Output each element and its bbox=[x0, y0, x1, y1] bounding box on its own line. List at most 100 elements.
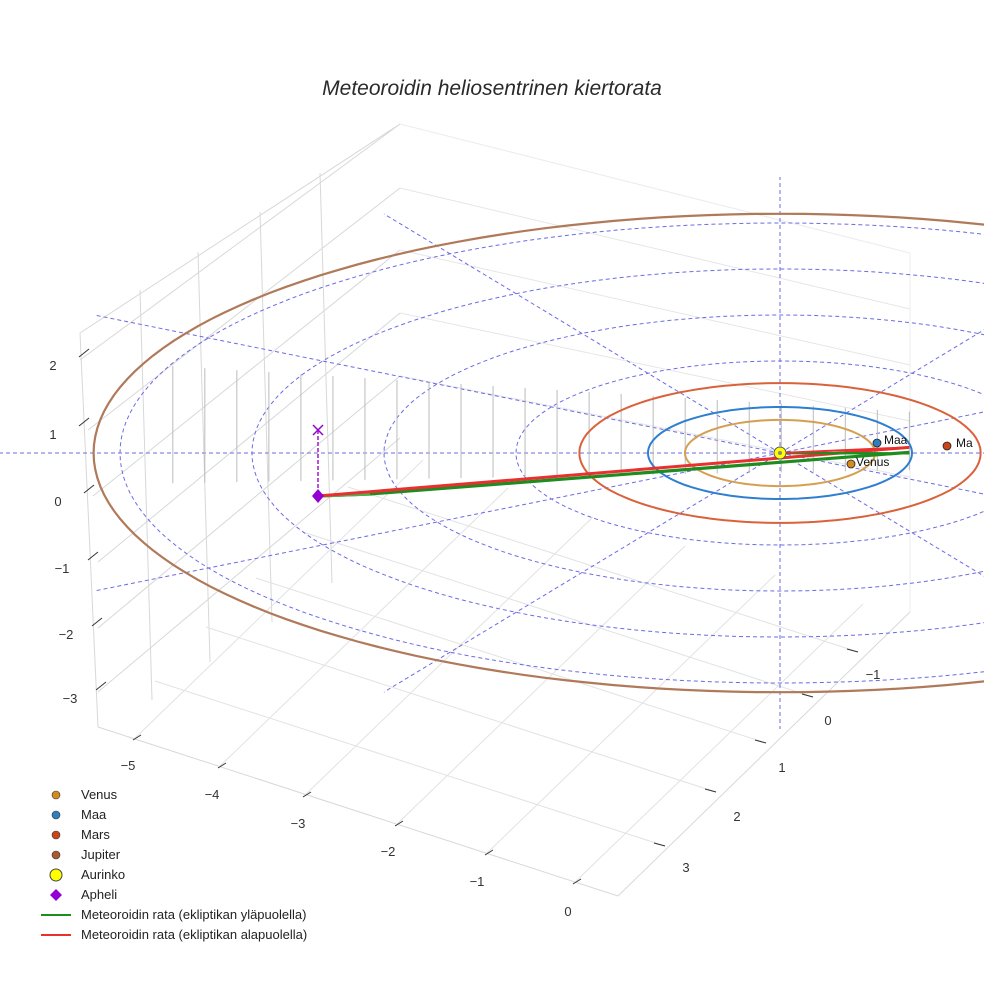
floor-gridline bbox=[217, 487, 509, 769]
x-tick-mark bbox=[132, 734, 142, 741]
wall-gridline bbox=[139, 289, 153, 701]
x-tick-mark bbox=[484, 849, 494, 856]
earth-label: Maa bbox=[884, 433, 908, 447]
x-tick-mark bbox=[217, 762, 227, 769]
projection-lines bbox=[172, 366, 910, 484]
legend-swatch-maa bbox=[51, 810, 61, 820]
wall-gridline bbox=[79, 123, 401, 361]
legend-label-above: Meteoroidin rata (ekliptikan yläpuolella… bbox=[81, 907, 306, 922]
planet-orbits bbox=[92, 212, 984, 694]
x-tick-label: −3 bbox=[291, 816, 306, 831]
legend-swatch-aurinko bbox=[49, 868, 63, 882]
legend-label-mars: Mars bbox=[81, 827, 110, 842]
ecliptic-spoke bbox=[94, 314, 781, 454]
z-tick-mark bbox=[91, 617, 103, 627]
y-tick-label: 1 bbox=[778, 760, 785, 775]
legend-label-below: Meteoroidin rata (ekliptikan alapuolella… bbox=[81, 927, 307, 942]
x-tick-label: −5 bbox=[121, 758, 136, 773]
wall-gridline bbox=[399, 249, 911, 366]
wall-gridline bbox=[399, 187, 911, 310]
y-tick-mark bbox=[801, 693, 814, 698]
floor-gridline bbox=[205, 626, 717, 793]
z-axis-ticks: 2 1 0 −1 −2 −3 bbox=[49, 348, 107, 706]
z-tick-mark bbox=[78, 417, 90, 427]
y-tick-label: −1 bbox=[866, 667, 881, 682]
y-tick-label: 0 bbox=[824, 713, 831, 728]
meteoroid-path-below bbox=[317, 445, 910, 498]
x-tick-label: −2 bbox=[381, 844, 396, 859]
legend-label-apheli: Apheli bbox=[81, 887, 117, 902]
legend-swatch-jupiter bbox=[51, 850, 61, 860]
orbit-venus bbox=[684, 418, 876, 488]
z-tick-label: −3 bbox=[63, 691, 78, 706]
z-tick-label: 2 bbox=[49, 358, 56, 373]
mars-marker bbox=[942, 441, 952, 451]
x-tick-label: −1 bbox=[470, 874, 485, 889]
y-tick-label: 2 bbox=[733, 809, 740, 824]
z-tick-mark bbox=[95, 681, 107, 691]
legend-label-aurinko: Aurinko bbox=[81, 867, 125, 882]
z-tick-mark bbox=[78, 348, 90, 358]
venus-label: Venus bbox=[856, 455, 889, 469]
z-tick-mark bbox=[83, 484, 95, 494]
box-edge bbox=[97, 726, 619, 897]
x-tick-mark bbox=[394, 820, 404, 827]
y-tick-mark bbox=[846, 648, 859, 653]
wall-gridline bbox=[97, 312, 401, 563]
wall-gridline bbox=[399, 312, 911, 422]
orbit-jupiter bbox=[92, 212, 984, 694]
x-tick-label: 0 bbox=[564, 904, 571, 919]
ecliptic-spoke bbox=[383, 213, 781, 454]
legend-item-apheli: Apheli bbox=[50, 887, 117, 902]
plot-area: Maa Venus Ma bbox=[0, 177, 984, 729]
wall-gridline bbox=[197, 251, 211, 663]
legend-item-below: Meteoroidin rata (ekliptikan alapuolella… bbox=[41, 927, 307, 942]
bodies: Maa Venus Ma bbox=[312, 433, 973, 503]
z-tick-label: −2 bbox=[59, 627, 74, 642]
y-tick-mark bbox=[754, 739, 767, 744]
aphelion-cross-stroke bbox=[312, 424, 324, 436]
x-axis-ticks: −5 −4 −3 −2 −1 0 bbox=[121, 734, 582, 919]
orbit-maa bbox=[646, 406, 914, 500]
ecliptic-spoke bbox=[94, 452, 781, 592]
legend-item-aurinko: Aurinko bbox=[49, 867, 125, 882]
box-edge bbox=[399, 123, 911, 254]
z-tick-mark bbox=[87, 551, 99, 561]
legend-label-jupiter: Jupiter bbox=[81, 847, 121, 862]
wall-gridline bbox=[97, 437, 401, 693]
floor-gridline bbox=[484, 574, 776, 856]
legend-swatch-venus bbox=[51, 790, 61, 800]
legend-item-maa: Maa bbox=[51, 807, 107, 822]
box-edge bbox=[617, 611, 911, 897]
legend-item-jupiter: Jupiter bbox=[51, 847, 121, 862]
sun-core bbox=[778, 451, 782, 455]
box-edge bbox=[79, 123, 401, 334]
aphelion-projection-marker bbox=[312, 424, 324, 436]
legend-swatch-mars bbox=[51, 830, 61, 840]
wall-gridline bbox=[319, 172, 333, 584]
floor-gridline bbox=[302, 531, 814, 698]
floor-gridline bbox=[572, 603, 864, 885]
legend-swatch-apheli bbox=[50, 889, 62, 901]
floor-gridline bbox=[132, 459, 424, 741]
mars-label: Ma bbox=[956, 436, 973, 450]
venus-marker bbox=[846, 459, 856, 469]
floor-gridline bbox=[255, 577, 767, 744]
x-tick-mark bbox=[302, 791, 312, 798]
y-axis-ticks: −1 0 1 2 3 bbox=[653, 648, 881, 875]
legend: Venus Maa Mars Jupiter Aurinko Apheli Meteoroi… bbox=[41, 787, 307, 942]
meteoroid-path-below bbox=[779, 446, 910, 454]
legend-item-above: Meteoroidin rata (ekliptikan yläpuolella… bbox=[41, 907, 306, 922]
aphelion-marker bbox=[312, 489, 324, 503]
y-tick-label: 3 bbox=[682, 860, 689, 875]
floor-gridline bbox=[347, 486, 859, 653]
z-tick-label: 0 bbox=[54, 494, 61, 509]
floor-gridline bbox=[302, 516, 594, 798]
meteoroid-orbit bbox=[312, 424, 910, 498]
earth-marker bbox=[872, 438, 882, 448]
legend-label-maa: Maa bbox=[81, 807, 107, 822]
legend-item-mars: Mars bbox=[51, 827, 110, 842]
legend-item-venus: Venus bbox=[51, 787, 118, 802]
floor-gridline bbox=[394, 545, 686, 827]
